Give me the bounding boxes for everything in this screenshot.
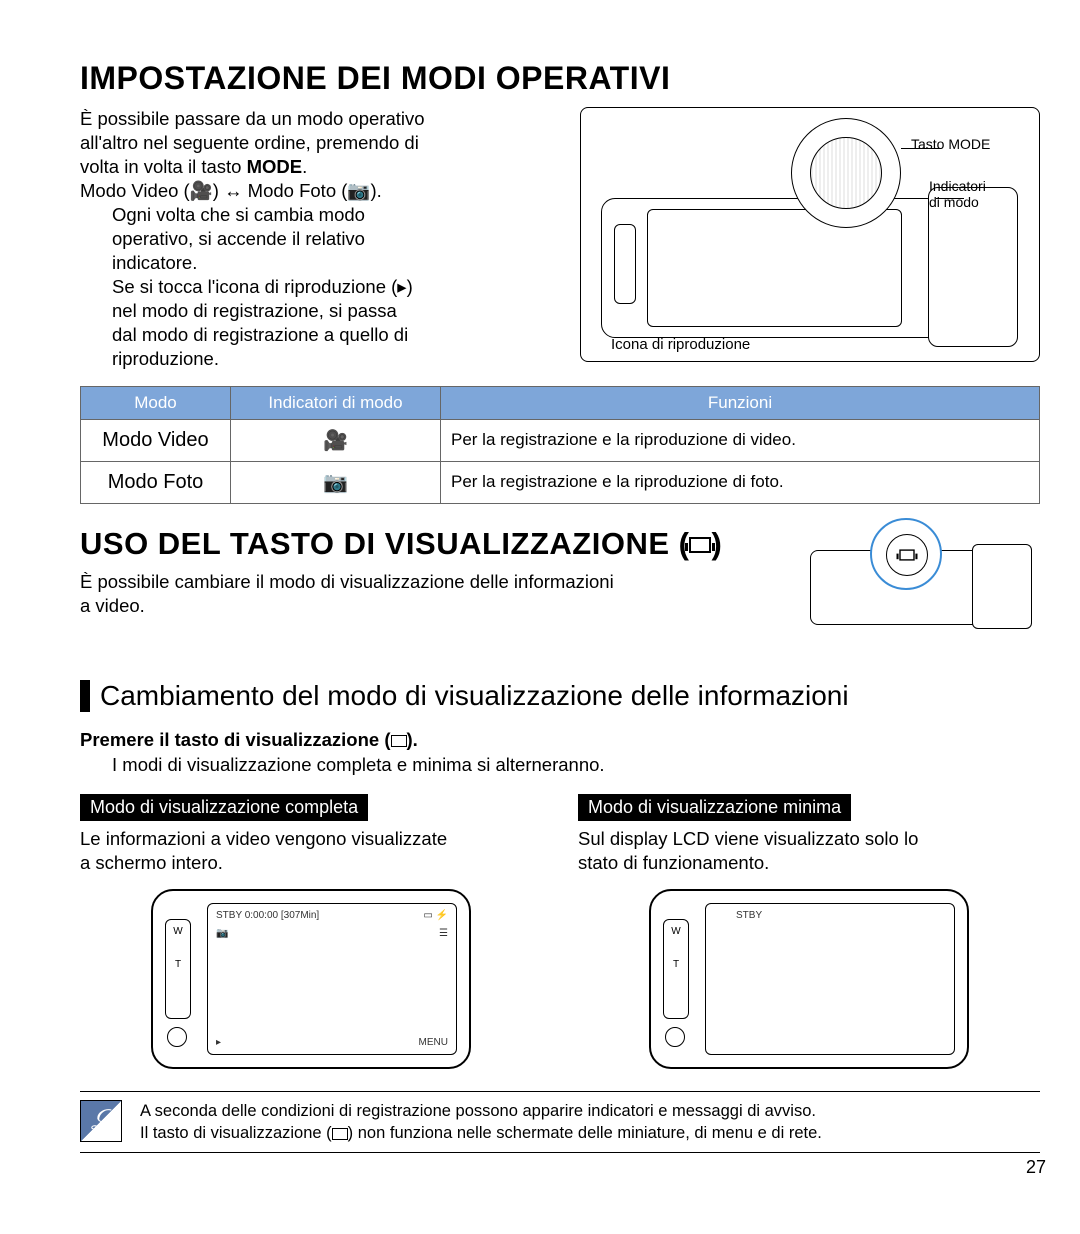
stby-indicator: STBY 0:00:00 [307Min] bbox=[216, 910, 319, 921]
diagram-caption: Icona di riproduzione bbox=[611, 336, 750, 353]
demo-zoom-control: WT bbox=[663, 919, 689, 1019]
camcorder-lcd-shape bbox=[647, 209, 902, 327]
heading-uso-tasto: USO DEL TASTO DI VISUALIZZAZIONE () bbox=[80, 526, 722, 562]
stby-indicator: STBY bbox=[736, 910, 762, 921]
note-line: A seconda delle condizioni di registrazi… bbox=[140, 1100, 1040, 1122]
note-line: Il tasto di visualizzazione () non funzi… bbox=[140, 1122, 1040, 1144]
label-tasto-mode: Tasto MODE bbox=[911, 136, 990, 152]
play-icon: ▸ bbox=[216, 1037, 221, 1048]
col-text: Sul display LCD viene visualizzato solo … bbox=[578, 827, 1040, 875]
th-indicatori: Indicatori di modo bbox=[231, 386, 441, 419]
col-minima: Modo di visualizzazione minima Sul displ… bbox=[578, 794, 1040, 1069]
bullet-line: dal modo di registrazione a quello di bbox=[80, 323, 560, 347]
display-button-icon bbox=[899, 549, 914, 560]
bullet-line: indicatore. bbox=[80, 251, 560, 275]
instruction-block: Premere il tasto di visualizzazione (). … bbox=[80, 728, 1040, 778]
bullet-line: Se si tocca l'icona di riproduzione (▸) bbox=[80, 275, 560, 299]
demo-lcd: STBY bbox=[705, 903, 955, 1055]
page-number: 27 bbox=[1026, 1157, 1046, 1178]
note-icon: 𝓛 bbox=[80, 1100, 122, 1142]
instruction-title: Premere il tasto di visualizzazione (). bbox=[80, 729, 418, 750]
mode-dial-shape bbox=[810, 137, 882, 209]
label-indicatori: Indicatori di modo bbox=[929, 178, 986, 210]
intro-line: all'altro nel seguente ordine, premendo … bbox=[80, 131, 560, 155]
note-block: 𝓛 A seconda delle condizioni di registra… bbox=[80, 1091, 1040, 1154]
callout-circle bbox=[870, 518, 942, 590]
status-icons: ☰ bbox=[439, 928, 448, 939]
intro-row: È possibile passare da un modo operativo… bbox=[80, 107, 1040, 372]
subheading-text: Cambiamento del modo di visualizzazione … bbox=[100, 680, 849, 712]
display-button-icon bbox=[332, 1128, 348, 1140]
intro-line: Modo Video (🎥) ↔ Modo Foto (📷). bbox=[80, 179, 560, 203]
video-icon: 🎥 bbox=[231, 419, 441, 461]
status-icons: ▭ ⚡ bbox=[423, 910, 448, 921]
table-row: Modo Foto 📷 Per la registrazione e la ri… bbox=[81, 461, 1040, 503]
screen-demo-min: WT STBY bbox=[649, 889, 969, 1069]
modes-table: Modo Indicatori di modo Funzioni Modo Vi… bbox=[80, 386, 1040, 504]
table-row: Modo Video 🎥 Per la registrazione e la r… bbox=[81, 419, 1040, 461]
note-text: A seconda delle condizioni di registrazi… bbox=[140, 1100, 1040, 1145]
camcorder-grip-shape bbox=[928, 187, 1018, 347]
mode-callout-circle bbox=[791, 118, 901, 228]
demo-zoom-control: WT bbox=[165, 919, 191, 1019]
col-text: Le informazioni a video vengono visualiz… bbox=[80, 827, 542, 875]
demo-button-shape bbox=[665, 1027, 685, 1047]
label-minima: Modo di visualizzazione minima bbox=[578, 794, 851, 821]
demo-lcd: STBY 0:00:00 [307Min] ▭ ⚡ 📷 ☰ ▸ MENU bbox=[207, 903, 457, 1055]
demo-button-shape bbox=[167, 1027, 187, 1047]
bullet-line: Ogni volta che si cambia modo bbox=[80, 203, 560, 227]
th-modo: Modo bbox=[81, 386, 231, 419]
th-funzioni: Funzioni bbox=[441, 386, 1040, 419]
menu-icon: MENU bbox=[419, 1037, 448, 1048]
cm-grip-shape bbox=[972, 544, 1032, 629]
cell-funzioni: Per la registrazione e la riproduzione d… bbox=[441, 419, 1040, 461]
bullet-line: nel modo di registrazione, si passa bbox=[80, 299, 560, 323]
section-visualizzazione: USO DEL TASTO DI VISUALIZZAZIONE () È po… bbox=[80, 526, 1040, 1154]
cell-funzioni: Per la registrazione e la riproduzione d… bbox=[441, 461, 1040, 503]
col-completa: Modo di visualizzazione completa Le info… bbox=[80, 794, 542, 1069]
intro-line: È possibile passare da un modo operativo bbox=[80, 107, 560, 131]
hd-icon: 📷 bbox=[216, 928, 228, 939]
display-button-shape bbox=[886, 534, 928, 576]
camcorder-diagram: Tasto MODE Indicatori di modo Icona di r… bbox=[580, 107, 1040, 362]
zoom-control-shape bbox=[614, 224, 636, 304]
mode-keyword: MODE bbox=[247, 156, 303, 177]
display-button-icon bbox=[689, 537, 711, 553]
cell-modo: Modo Foto bbox=[81, 461, 231, 503]
two-column-layout: Modo di visualizzazione completa Le info… bbox=[80, 794, 1040, 1069]
camcorder-mini-diagram bbox=[810, 520, 1030, 630]
bullet-line: operativo, si accende il relativo bbox=[80, 227, 560, 251]
heading-impostazione: IMPOSTAZIONE DEI MODI OPERATIVI bbox=[80, 60, 1040, 97]
camcorder-body-shape bbox=[601, 198, 941, 338]
label-completa: Modo di visualizzazione completa bbox=[80, 794, 368, 821]
display-button-icon bbox=[391, 735, 407, 747]
cell-modo: Modo Video bbox=[81, 419, 231, 461]
screen-demo-full: WT STBY 0:00:00 [307Min] ▭ ⚡ 📷 ☰ ▸ MENU bbox=[151, 889, 471, 1069]
subheading-bar: Cambiamento del modo di visualizzazione … bbox=[80, 680, 1040, 712]
vertical-bar-icon bbox=[80, 680, 90, 712]
intro-text-block: È possibile passare da un modo operativo… bbox=[80, 107, 560, 372]
bullet-line: riproduzione. bbox=[80, 347, 560, 371]
instruction-sub: I modi di visualizzazione completa e min… bbox=[80, 753, 1040, 778]
photo-icon: 📷 bbox=[231, 461, 441, 503]
intro-line: volta in volta il tasto MODE. bbox=[80, 155, 560, 179]
